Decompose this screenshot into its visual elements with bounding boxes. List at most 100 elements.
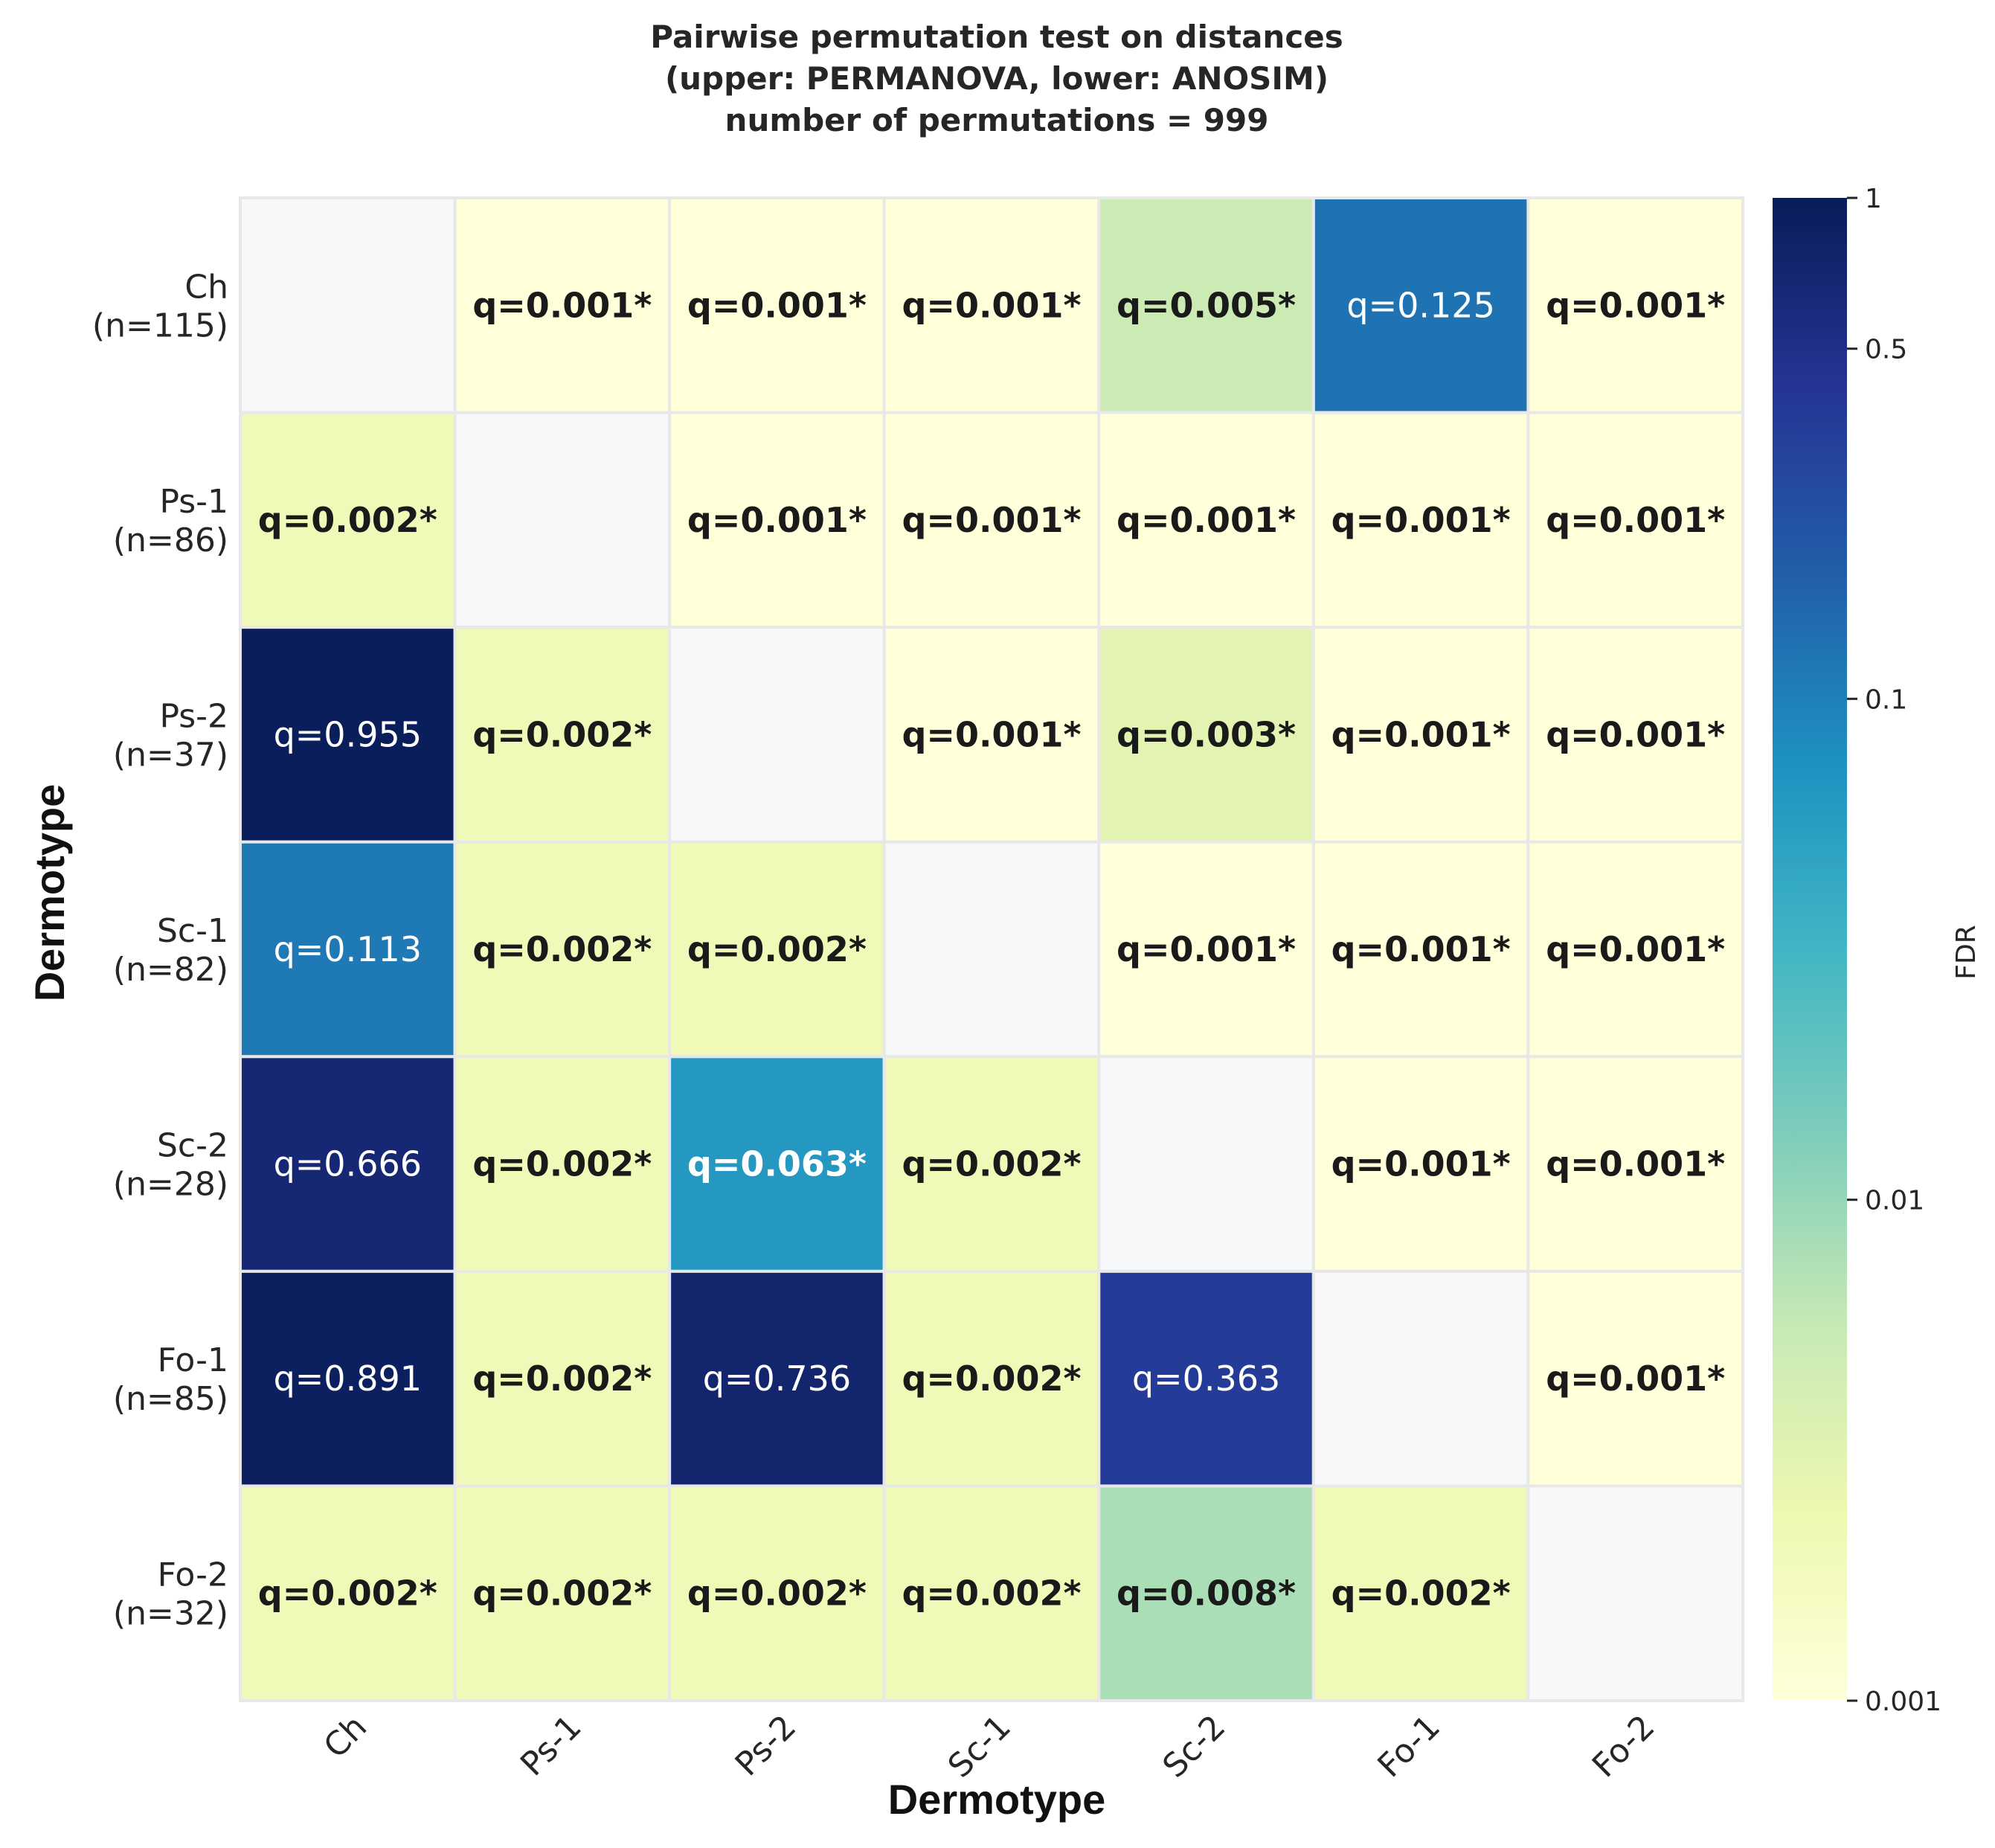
x-tick-label: Sc-2 <box>1155 1708 1233 1786</box>
colorbar: 1 0.5 0.1 0.01 0.001 FDR <box>1773 184 1982 1717</box>
heatmap-cell <box>1526 1484 1744 1703</box>
x-tick-label: Sc-1 <box>941 1708 1018 1786</box>
cell-label: q=0.002* <box>258 1573 437 1614</box>
cell-label: q=0.008* <box>1117 1573 1296 1614</box>
heatmap-cell <box>239 626 457 844</box>
cell-label: q=0.002* <box>472 1573 652 1614</box>
heatmap-cell <box>1097 411 1315 629</box>
heatmap-cell <box>453 196 672 414</box>
y-tick-label: Sc-2 <box>157 1127 228 1165</box>
chart-title: Pairwise permutation test on distances (… <box>253 16 1741 141</box>
heatmap-cell <box>239 411 457 629</box>
heatmap-cell <box>668 411 886 629</box>
heatmap-cell <box>882 626 1101 844</box>
cell-label: q=0.001* <box>1546 929 1725 969</box>
heatmap-cell <box>1526 196 1744 414</box>
colorbar-gradient <box>1773 198 1847 1701</box>
cell-label: q=0.891 <box>274 1358 422 1399</box>
cell-label: q=0.666 <box>274 1144 422 1184</box>
colorbar-tick-label: 0.1 <box>1865 684 1907 715</box>
cell-label: q=0.002* <box>902 1358 1081 1399</box>
x-axis-title: Dermotype <box>888 1776 1106 1823</box>
cell-label: q=0.001* <box>1117 500 1296 540</box>
cell-label: q=0.955 <box>274 714 422 754</box>
cell-label: q=0.001* <box>1546 500 1725 540</box>
heatmap-cell <box>668 626 886 844</box>
x-tick-label: Ch <box>317 1708 375 1766</box>
cell-label: q=0.063* <box>687 1144 867 1184</box>
heatmap-cell <box>1311 1269 1530 1488</box>
y-tick-label: (n=28) <box>113 1166 228 1204</box>
heatmap-cell <box>1311 626 1530 844</box>
heatmap-cell <box>1526 411 1744 629</box>
cell-label: q=0.002* <box>472 1144 652 1184</box>
cell-label: q=0.001* <box>687 285 867 325</box>
title-line-2: (upper: PERMANOVA, lower: ANOSIM) <box>664 60 1329 97</box>
cell-label: q=0.001* <box>1546 1358 1725 1399</box>
heatmap-cell <box>1097 1269 1315 1488</box>
cell-label: q=0.002* <box>472 929 652 969</box>
y-tick-label: Ch <box>184 268 228 306</box>
heatmap-cell <box>1526 626 1744 844</box>
heatmap-cell <box>668 1055 886 1273</box>
x-tick-label: Fo-1 <box>1370 1708 1447 1785</box>
heatmap-cell <box>453 1055 672 1273</box>
cell-label: q=0.113 <box>274 929 422 969</box>
cell-label: q=0.002* <box>687 929 867 969</box>
heatmap-cell <box>1311 1484 1530 1703</box>
cell-label: q=0.003* <box>1117 714 1296 754</box>
heatmap-cell <box>1097 196 1315 414</box>
cell-label: q=0.363 <box>1132 1358 1280 1399</box>
heatmap-cell <box>882 196 1101 414</box>
cell-label: q=0.002* <box>472 1358 652 1399</box>
title-line-3: number of permutations = 999 <box>725 102 1269 138</box>
cell-label: q=0.002* <box>1331 1573 1511 1614</box>
colorbar-tick-label: 0.5 <box>1865 335 1907 365</box>
x-tick-label: Ps-1 <box>513 1708 589 1784</box>
y-tick-label: Fo-2 <box>158 1556 228 1594</box>
heatmap-cell <box>668 1269 886 1488</box>
cell-label: q=0.736 <box>703 1358 851 1399</box>
heatmap-cell <box>453 1484 672 1703</box>
cell-label: q=0.001* <box>1546 1144 1725 1184</box>
cell-label: q=0.001* <box>687 500 867 540</box>
heatmap-cell <box>1097 626 1315 844</box>
y-tick-label: (n=86) <box>113 522 228 559</box>
cell-label: q=0.001* <box>1331 500 1511 540</box>
y-tick-label: (n=37) <box>113 736 228 774</box>
cell-label: q=0.125 <box>1346 285 1494 325</box>
heatmap-cells <box>239 196 1744 1703</box>
heatmap-cell <box>1311 196 1530 414</box>
cell-labels: q=0.001* q=0.001* q=0.001* q=0.005* q=0.125 q… <box>258 285 1725 1613</box>
cell-label: q=0.001* <box>1546 714 1725 754</box>
heatmap-cell <box>1097 1484 1315 1703</box>
cell-label: q=0.001* <box>1331 1144 1511 1184</box>
y-tick-label: (n=115) <box>92 307 228 344</box>
x-tick-label: Fo-2 <box>1585 1708 1662 1785</box>
colorbar-tick-label: 0.001 <box>1865 1687 1941 1717</box>
y-tick-label: Fo-1 <box>158 1341 228 1379</box>
heatmap-cell <box>882 1269 1101 1488</box>
cell-label: q=0.001* <box>1331 929 1511 969</box>
colorbar-label: FDR <box>1951 925 1982 979</box>
cell-label: q=0.001* <box>902 714 1081 754</box>
cell-label: q=0.002* <box>258 500 437 540</box>
title-line-1: Pairwise permutation test on distances <box>650 19 1343 55</box>
heatmap-cell <box>1097 840 1315 1059</box>
y-tick-label: Ps-1 <box>159 483 228 521</box>
cell-label: q=0.002* <box>902 1573 1081 1614</box>
heatmap-cell <box>453 1269 672 1488</box>
y-tick-labels: Ch(n=115) Ps-1(n=86) Ps-2(n=37) Sc-1(n=82) S… <box>92 268 228 1632</box>
y-tick-label: Sc-1 <box>157 912 228 950</box>
cell-label: q=0.002* <box>902 1144 1081 1184</box>
colorbar-tick-label: 1 <box>1865 184 1882 214</box>
heatmap-cell <box>453 626 672 844</box>
cell-label: q=0.001* <box>902 285 1081 325</box>
y-axis-title: Dermotype <box>26 784 73 1002</box>
heatmap-cell <box>882 1484 1101 1703</box>
heatmap-cell <box>882 411 1101 629</box>
heatmap-cell <box>1526 1055 1744 1273</box>
cell-label: q=0.005* <box>1117 285 1296 325</box>
heatmap-cell <box>239 196 457 414</box>
